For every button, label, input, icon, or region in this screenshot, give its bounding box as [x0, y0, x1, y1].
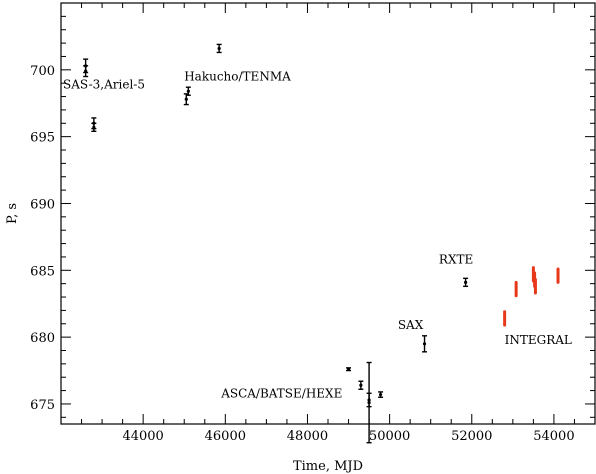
y-tick-label: 695 [30, 131, 55, 146]
data-point [464, 280, 468, 284]
y-tick-label: 700 [30, 64, 55, 79]
data-point [359, 383, 363, 387]
mission-annotation: ASCA/BATSE/HEXE [220, 386, 342, 400]
data-point [422, 342, 427, 346]
mission-annotation: INTEGRAL [505, 333, 572, 347]
y-tick-label: 675 [30, 398, 55, 413]
data-point [92, 125, 96, 129]
ticks-layer [60, 3, 596, 424]
data-point [186, 89, 190, 93]
data-point [346, 367, 351, 371]
data-point [184, 97, 188, 101]
y-tick-label: 690 [30, 197, 55, 212]
x-tick-label: 46000 [205, 429, 246, 444]
y-tick-label: 685 [30, 264, 55, 279]
mission-annotation: RXTE [439, 253, 473, 267]
data-point [84, 69, 88, 73]
mission-annotation: SAS-3,Ariel-5 [63, 78, 145, 92]
plot-frame [60, 2, 596, 425]
data-point [367, 398, 371, 402]
y-axis-label: P, s [5, 203, 20, 224]
data-point [378, 392, 383, 397]
x-tick-label: 44000 [122, 429, 163, 444]
mission-annotation: Hakucho/TENMA [184, 70, 291, 84]
x-tick-label: 52000 [451, 429, 492, 444]
x-tick-label: 48000 [287, 429, 328, 444]
labels-layer: 44000 46000 48000 50000 52000 54000 675 680 685 6… [30, 64, 574, 444]
points-layer [83, 43, 560, 444]
x-tick-label: 50000 [369, 429, 410, 444]
mission-annotation: SAX [398, 318, 424, 332]
x-axis-label: Time, MJD [293, 459, 363, 474]
x-tick-label: 54000 [533, 429, 574, 444]
y-tick-label: 680 [30, 331, 55, 346]
data-point [217, 46, 221, 51]
